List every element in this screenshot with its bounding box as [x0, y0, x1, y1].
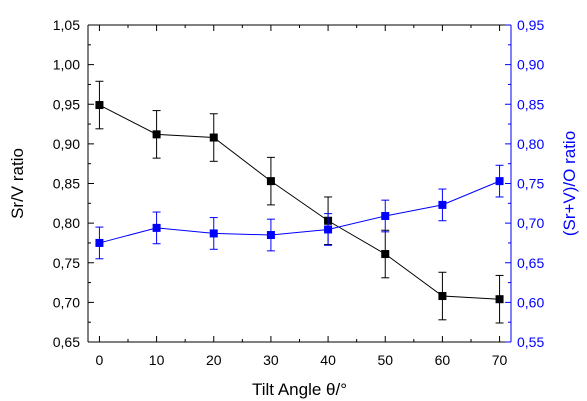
- series-layer: [95, 80, 504, 324]
- y-left-tick-label: 0,85: [53, 176, 80, 192]
- y-right-tick-label: 0,55: [517, 334, 544, 350]
- y-left-tick-label: 0,80: [53, 215, 80, 231]
- data-point-marker: [152, 130, 161, 139]
- y-left-tick-label: 0,70: [53, 294, 80, 310]
- y-right-tick-label: 0,80: [517, 136, 544, 152]
- plot-frame: [87, 24, 512, 343]
- y-right-tick-label: 0,85: [517, 96, 544, 112]
- data-point-marker: [209, 229, 218, 238]
- x-tick-label: 60: [435, 352, 451, 368]
- data-point-marker: [381, 211, 390, 220]
- data-point-marker: [495, 177, 504, 186]
- data-point-marker: [495, 295, 504, 304]
- y-axis-left-title: Sr/V ratio: [8, 148, 27, 219]
- y-left-tick-label: 0,75: [53, 255, 80, 271]
- y-right-tick-label: 0,95: [517, 17, 544, 33]
- y-right-tick-label: 0,60: [517, 294, 544, 310]
- axis-layer: 0 10 20 30 40 50 60 70 0,65 0,70 0,75 0,80 0,85 0,90 0…: [53, 17, 545, 368]
- x-tick-label: 30: [263, 352, 279, 368]
- data-point-marker: [209, 133, 218, 142]
- data-point-marker: [324, 225, 333, 234]
- data-point-marker: [438, 200, 447, 209]
- y-axis-right-title: (Sr+V)/O ratio: [560, 131, 579, 236]
- y-right-tick-label: 0,90: [517, 57, 544, 73]
- x-tick-label: 0: [96, 352, 104, 368]
- y-left-tick-label: 1,05: [53, 17, 80, 33]
- y-left-tick-label: 0,90: [53, 136, 80, 152]
- y-left-tick-label: 0,95: [53, 96, 80, 112]
- data-point-marker: [95, 238, 104, 247]
- y-right-tick-label: 0,75: [517, 176, 544, 192]
- x-tick-label: 50: [377, 352, 393, 368]
- data-point-marker: [266, 231, 275, 240]
- x-tick-label: 20: [206, 352, 222, 368]
- data-point-marker: [438, 292, 447, 301]
- series-line-right: [99, 180, 500, 244]
- x-axis-title: Tilt Angle θ/°: [252, 380, 347, 399]
- y-left-tick-label: 1,00: [53, 57, 80, 73]
- y-left-tick-label: 0,65: [53, 334, 80, 350]
- data-point-marker: [95, 101, 104, 110]
- series-right: [95, 164, 504, 260]
- y-right-tick-label: 0,70: [517, 215, 544, 231]
- x-tick-label: 40: [320, 352, 336, 368]
- y-right-tick-label: 0,65: [517, 255, 544, 271]
- x-tick-label: 10: [149, 352, 165, 368]
- data-point-marker: [381, 250, 390, 259]
- data-point-marker: [266, 177, 275, 186]
- series-line-left: [99, 104, 500, 300]
- x-tick-label: 70: [492, 352, 508, 368]
- data-point-marker: [152, 223, 161, 232]
